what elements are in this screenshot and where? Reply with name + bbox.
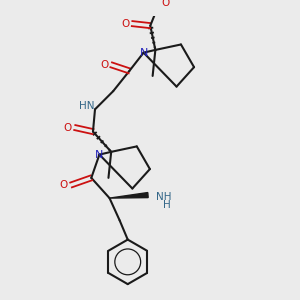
Text: O: O — [60, 180, 68, 190]
Text: O: O — [100, 60, 108, 70]
Polygon shape — [110, 193, 148, 198]
Text: N: N — [140, 48, 148, 58]
Text: H: H — [163, 200, 171, 210]
Text: N: N — [95, 150, 103, 160]
Text: O: O — [64, 123, 72, 133]
Text: HN: HN — [79, 101, 95, 111]
Text: O: O — [121, 19, 129, 28]
Text: O: O — [161, 0, 169, 8]
Text: NH: NH — [156, 192, 172, 202]
